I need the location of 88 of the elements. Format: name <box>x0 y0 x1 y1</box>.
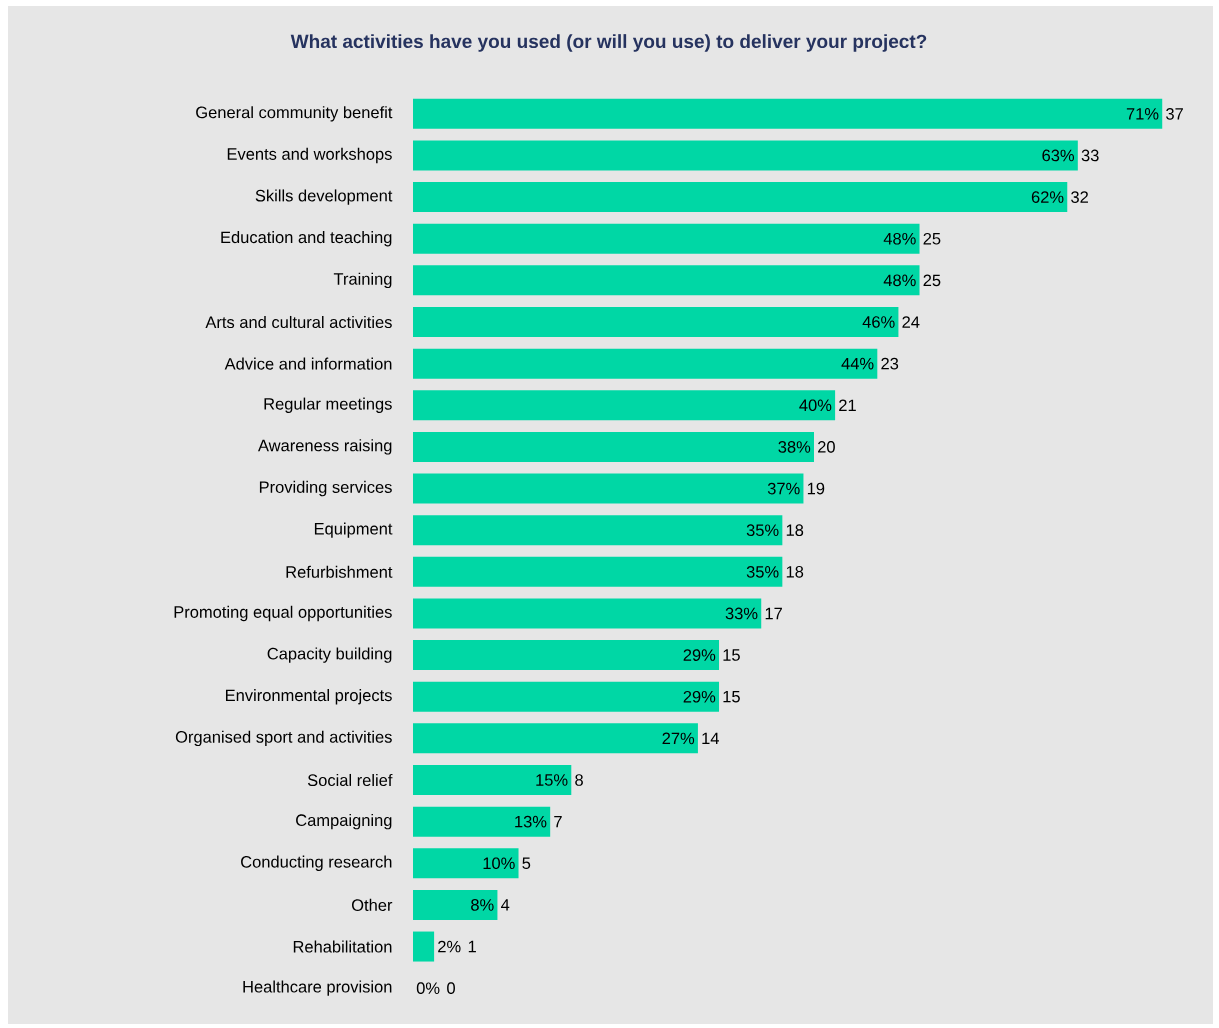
data-label: 37% <box>767 482 800 495</box>
data-label: 48% <box>883 232 916 245</box>
bar <box>413 515 783 546</box>
annotation: 5 <box>522 857 531 870</box>
bar <box>413 307 899 337</box>
bar <box>413 806 551 837</box>
data-label: 0% <box>416 982 440 995</box>
annotation: 15 <box>723 649 740 661</box>
annotation: 8 <box>575 774 583 786</box>
annotation: 14 <box>702 732 719 745</box>
y-tick-label: Healthcare provision <box>243 980 392 996</box>
y-tick-label: Providing services <box>259 480 392 497</box>
annotation: 32 <box>1071 191 1088 203</box>
annotation: 17 <box>765 607 782 620</box>
data-label: 10% <box>483 857 515 870</box>
y-tick-label: Conducting research <box>241 855 392 871</box>
annotation: 18 <box>786 565 804 578</box>
bar <box>413 765 572 795</box>
bar <box>413 140 1078 171</box>
annotation: 1 <box>468 940 476 953</box>
data-label: 13% <box>515 815 547 828</box>
bar <box>413 182 1068 213</box>
y-tick-label: Awareness raising <box>257 439 392 455</box>
annotation: 37 <box>1166 107 1183 120</box>
bar <box>413 889 498 920</box>
annotation: 15 <box>723 690 740 703</box>
bar <box>413 98 1163 129</box>
annotation: 24 <box>902 316 920 328</box>
annotation: 4 <box>501 899 510 911</box>
y-tick-label: Promoting equal opportunities <box>174 605 392 622</box>
data-label: 48% <box>883 274 916 287</box>
data-label: 62% <box>1031 191 1064 203</box>
data-label: 35% <box>746 524 779 537</box>
y-tick-label: Refurbishment <box>286 565 393 578</box>
y-tick-label: Capacity building <box>267 647 392 663</box>
bar <box>413 473 804 504</box>
y-tick-label: Education and teaching <box>221 231 392 247</box>
y-tick-label: Campaigning <box>296 813 392 830</box>
data-label: 38% <box>778 441 811 453</box>
data-label: 40% <box>799 399 832 412</box>
y-tick-label: Rehabilitation <box>293 940 392 953</box>
annotation: 33 <box>1081 149 1099 162</box>
y-tick-label: Environmental projects <box>225 689 392 705</box>
y-tick-label: Training <box>333 272 392 289</box>
bar <box>413 265 920 296</box>
bar <box>413 681 720 712</box>
y-tick-label: Other <box>351 898 393 911</box>
data-label: 29% <box>683 649 716 661</box>
annotation: 21 <box>839 399 856 412</box>
bar <box>413 598 762 629</box>
bar <box>413 556 783 587</box>
data-label: 15% <box>536 774 568 786</box>
y-tick-label: Events and workshops <box>227 147 392 164</box>
annotation: 20 <box>818 441 835 453</box>
annotation: 0 <box>447 982 455 995</box>
data-label: 33% <box>725 607 758 620</box>
y-tick-label: Equipment <box>314 522 393 538</box>
bar <box>413 223 920 254</box>
bar <box>413 640 720 671</box>
bar <box>413 848 519 879</box>
y-tick-label: Organised sport and activities <box>175 730 392 747</box>
y-tick-label: Arts and cultural activities <box>205 315 392 329</box>
data-label: 8% <box>471 899 494 911</box>
annotation: 19 <box>807 482 825 495</box>
y-tick-label: Regular meetings <box>264 397 392 413</box>
bar <box>413 431 814 462</box>
annotation: 7 <box>554 815 562 828</box>
data-label: 44% <box>841 357 874 370</box>
chart-title: What activities have you used (or will you use) to deliver your project? <box>290 34 927 52</box>
data-label: 63% <box>1042 149 1075 162</box>
data-label: 71% <box>1126 108 1159 120</box>
y-tick-label: Social relief <box>307 773 393 787</box>
bar <box>413 348 878 379</box>
y-tick-label: Skills development <box>255 189 393 205</box>
data-label: 2% <box>438 940 461 953</box>
y-tick-label: Advice and information <box>224 357 392 370</box>
y-tick-label: General community benefit <box>196 106 393 122</box>
bar <box>413 931 435 962</box>
annotation: 18 <box>786 524 804 537</box>
data-label: 35% <box>746 565 779 578</box>
data-label: 46% <box>862 316 895 328</box>
data-label: 29% <box>683 690 716 703</box>
annotation: 25 <box>923 274 941 287</box>
annotation: 23 <box>881 357 899 370</box>
annotation: 25 <box>923 232 941 245</box>
bar <box>413 723 698 754</box>
data-label: 27% <box>662 732 695 745</box>
bar <box>413 390 836 421</box>
